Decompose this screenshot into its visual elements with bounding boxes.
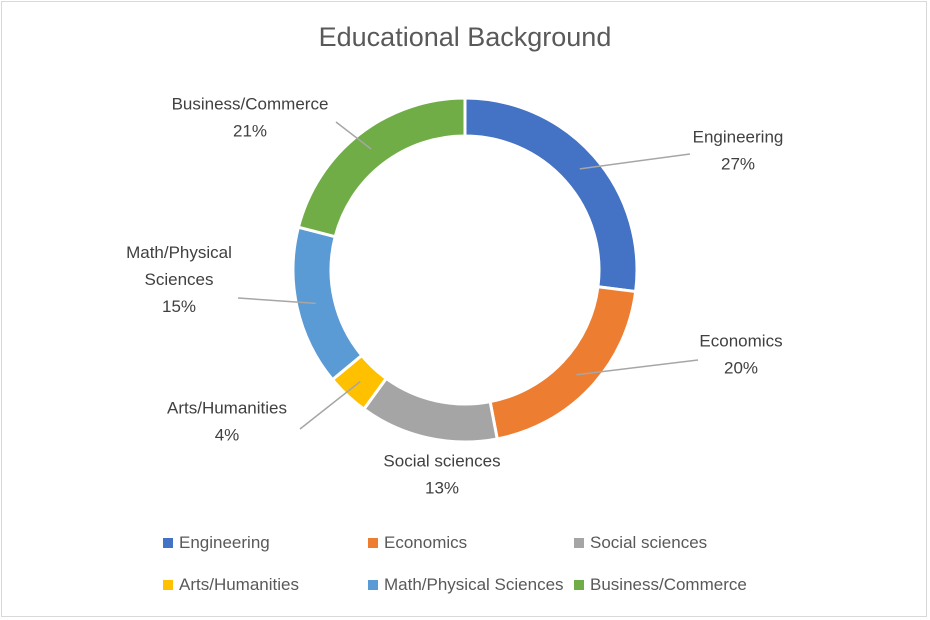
legend-item-social-sciences: Social sciences	[574, 533, 707, 553]
legend-swatch	[368, 538, 378, 548]
slice-social-sciences	[361, 376, 499, 444]
legend-item-math-physical-sciences: Math/Physical Sciences	[368, 575, 564, 595]
data-label-social-sciences: Social sciences 13%	[383, 452, 500, 498]
legend-swatch	[368, 580, 378, 590]
legend-label: Economics	[384, 533, 468, 552]
data-label-engineering: Engineering 27%	[693, 128, 784, 174]
leader-line-engineering	[579, 153, 691, 170]
slice-math-physical-sciences	[291, 225, 364, 382]
legend-swatch	[163, 538, 173, 548]
chart-title: Educational Background	[318, 22, 612, 52]
data-label-arts-humanities: Arts/Humanities 4%	[167, 399, 287, 445]
data-label-economics: Economics 20%	[699, 332, 782, 378]
legend-swatch	[574, 580, 584, 590]
leader-line-economics	[576, 359, 699, 376]
chart-legend: Engineering Economics Social sciences Arts/…	[163, 533, 783, 603]
legend-item-economics: Economics	[368, 533, 467, 553]
legend-label: Business/Commerce	[590, 575, 747, 594]
slice-business-commerce	[296, 96, 467, 239]
leader-line-math-physical-sciences	[237, 297, 316, 305]
slice-economics	[488, 285, 638, 441]
legend-item-arts-humanities: Arts/Humanities	[163, 575, 299, 595]
legend-item-engineering: Engineering	[163, 533, 270, 553]
legend-label: Math/Physical Sciences	[384, 575, 564, 594]
leader-line-business-commerce	[335, 121, 372, 150]
leader-line-arts-humanities	[299, 380, 361, 430]
legend-item-business-commerce: Business/Commerce	[574, 575, 747, 595]
data-label-math-physical-sciences: Math/Physical Sciences 15%	[126, 243, 232, 316]
legend-label: Engineering	[179, 533, 270, 552]
data-label-business-commerce: Business/Commerce 21%	[172, 95, 329, 141]
legend-swatch	[574, 538, 584, 548]
legend-label: Social sciences	[590, 533, 708, 552]
legend-swatch	[163, 580, 173, 590]
legend-label: Arts/Humanities	[179, 575, 299, 594]
slice-engineering	[463, 96, 639, 294]
